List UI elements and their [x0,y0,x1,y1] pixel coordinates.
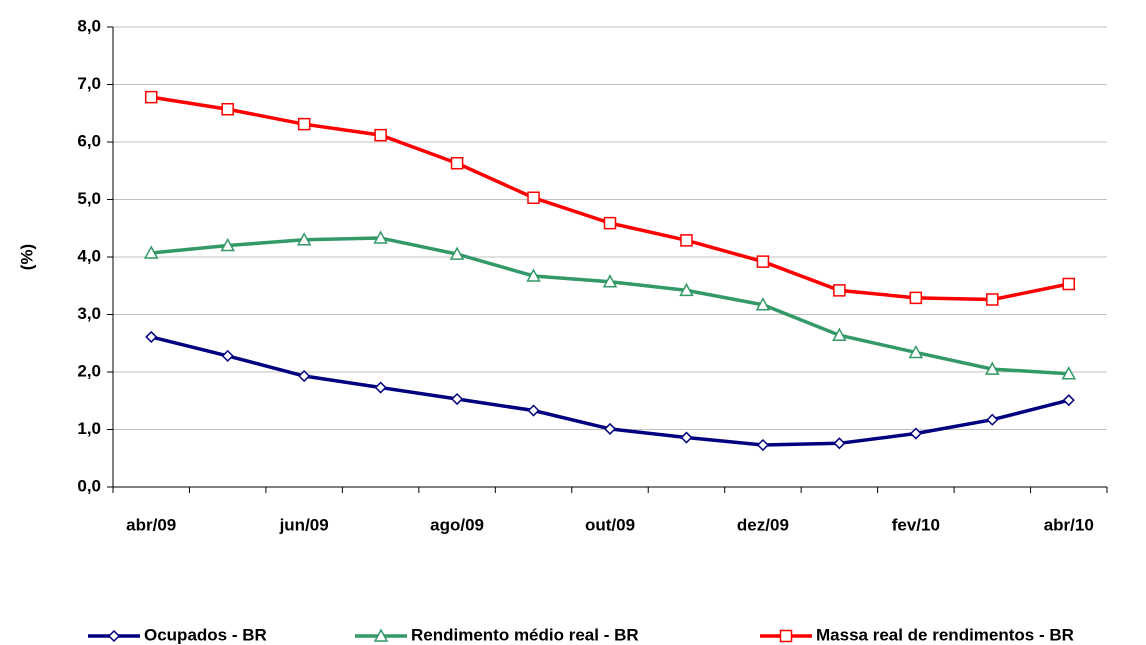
x-tick-label: abr/09 [126,515,176,534]
x-tick-label: dez/09 [737,515,789,534]
y-tick-label: 5,0 [77,189,101,208]
data-point [296,232,312,246]
legend-marker [373,628,389,642]
legend-marker [779,629,793,643]
x-tick-label: ago/09 [430,515,484,534]
legend-label: Massa real de rendimentos - BR [816,625,1074,644]
data-point [680,431,693,444]
series-line [150,95,1070,302]
data-point [909,427,922,440]
y-axis-label: (%) [17,244,36,270]
data-point [221,102,234,116]
data-point [449,246,465,260]
data-point [908,344,924,359]
y-tick-label: 2,0 [77,361,101,380]
data-point [221,349,234,362]
data-point [373,230,388,244]
y-tick-label: 4,0 [77,246,101,265]
data-point [527,404,540,417]
data-point [986,293,999,306]
data-point [603,422,617,435]
data-point [756,438,769,452]
data-point [909,291,923,305]
legend-label: Ocupados - BR [144,625,267,644]
data-point [450,157,464,170]
y-tick-label: 3,0 [77,304,101,323]
y-tick-label: 7,0 [77,74,101,93]
data-point [297,117,311,131]
data-point [1061,366,1077,380]
x-tick-label: fev/10 [892,515,940,534]
y-tick-label: 6,0 [77,131,101,150]
data-point [755,297,771,311]
y-tick-label: 0,0 [77,476,101,495]
data-point [144,90,158,104]
data-point [602,274,618,288]
data-point [680,234,693,247]
data-point [374,128,387,142]
data-point [527,191,540,205]
y-tick-label: 1,0 [77,419,101,438]
data-point [603,216,617,230]
data-point [985,361,1000,375]
data-point [1062,394,1075,407]
data-point [679,282,694,297]
data-point [833,437,846,450]
x-tick-label: jun/09 [279,515,329,534]
data-point [143,245,159,259]
series-line [151,236,1069,376]
data-point [1062,277,1076,291]
x-tick-label: out/09 [585,515,635,534]
data-point [145,330,158,343]
data-point [298,369,311,383]
legend-marker [107,629,121,643]
data-point [986,413,999,426]
data-point [451,392,464,406]
x-tick-label: abr/10 [1044,515,1094,534]
y-tick-label: 8,0 [77,16,101,35]
data-point [833,284,846,297]
data-point [832,327,847,341]
data-point [756,255,770,268]
legend-label: Rendimento médio real - BR [411,625,639,644]
data-point [374,381,387,394]
data-point [526,268,541,282]
data-point [220,237,235,252]
